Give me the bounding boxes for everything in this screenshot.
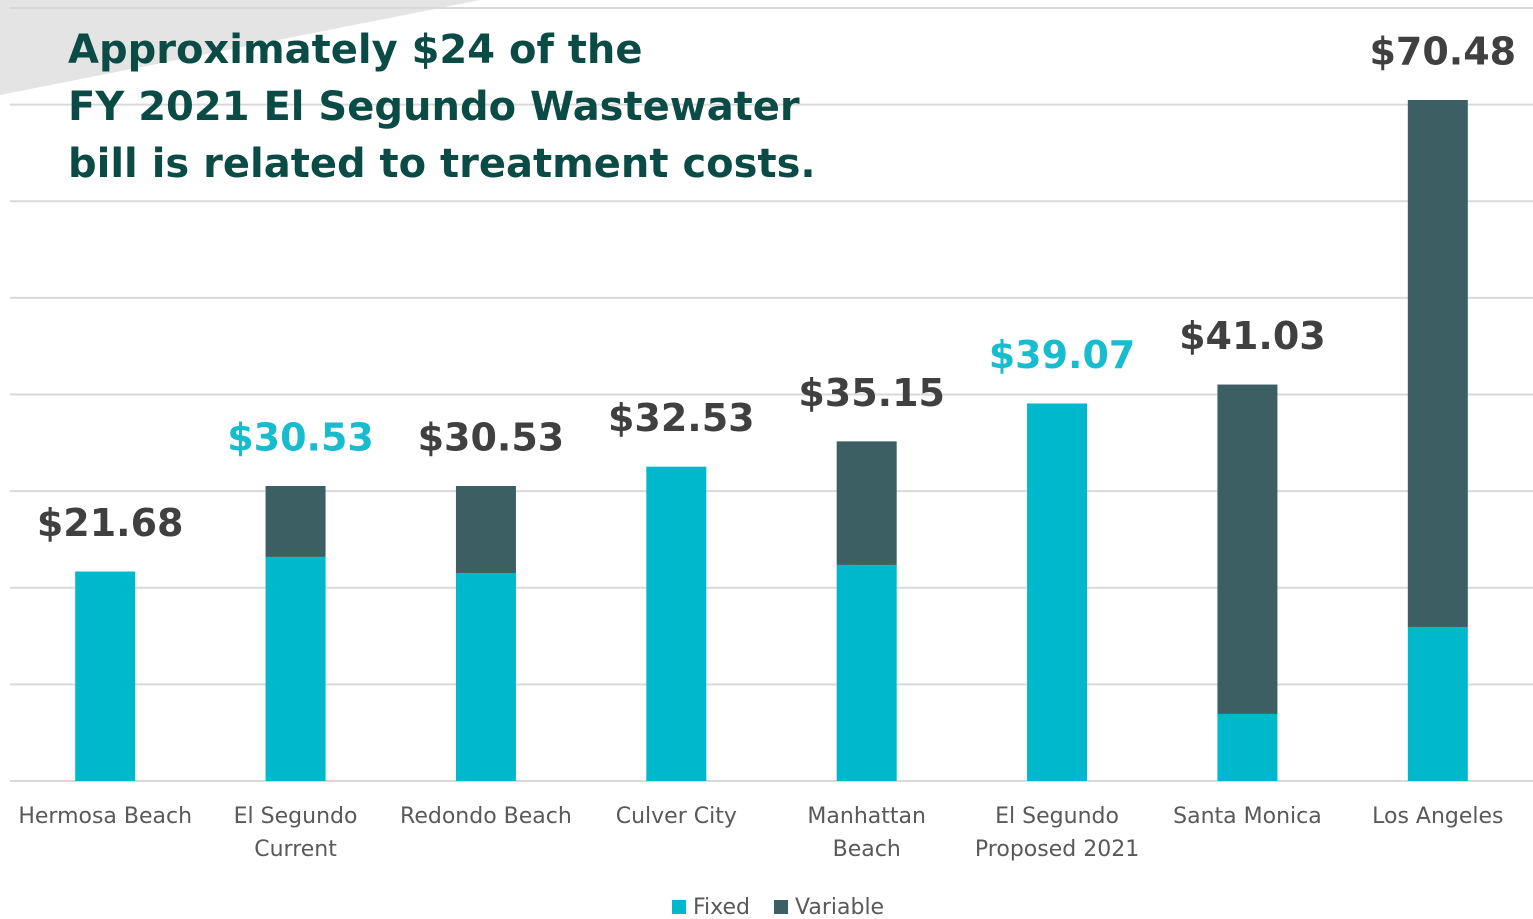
legend-swatch (672, 900, 686, 914)
x-tick-label-line: Culver City (616, 804, 737, 829)
bar-segment (265, 556, 326, 781)
x-tick-label: El Segundo Proposed 2021 (975, 804, 1139, 862)
x-tick-label-line: Redondo Beach (400, 804, 572, 829)
total-label: $30.53 (418, 416, 565, 460)
x-tick-label: Culver City (616, 804, 737, 829)
bar-segment (1027, 403, 1088, 781)
bar-segment (646, 466, 707, 781)
x-tick-label: El Segundo Current (234, 804, 358, 862)
x-tick-label-line: Los Angeles (1372, 804, 1503, 829)
bar-segment (1217, 713, 1278, 781)
bar-segment (265, 486, 326, 557)
x-tick-label-line: Proposed 2021 (975, 837, 1139, 862)
chart-title: bill is related to treatment costs. (68, 141, 816, 187)
total-label: $35.15 (798, 371, 945, 415)
x-tick-label-line: Hermosa Beach (18, 804, 192, 829)
x-tick-label-line: El Segundo (234, 804, 358, 829)
x-tick-label: Redondo Beach (400, 804, 572, 829)
bar-segment (455, 486, 516, 573)
x-tick-label-line: Manhattan (807, 804, 926, 829)
chart-title: Approximately $24 of the (68, 27, 643, 73)
bar-segment (455, 572, 516, 781)
bar-segment (836, 441, 897, 565)
x-tick-label: Hermosa Beach (18, 804, 192, 829)
bar-segment (1407, 626, 1468, 781)
bar-segment (75, 571, 136, 781)
x-tick-label-line: Beach (833, 837, 901, 862)
bar-segment (1217, 384, 1278, 714)
x-tick-label-line: Santa Monica (1173, 804, 1322, 829)
bar-segment (1407, 99, 1468, 627)
x-tick-label: Los Angeles (1372, 804, 1503, 829)
x-tick-label-line: Current (254, 837, 337, 862)
chart-title: FY 2021 El Segundo Wastewater (68, 84, 800, 130)
x-tick-label: Santa Monica (1173, 804, 1322, 829)
total-label: $39.07 (989, 333, 1136, 377)
total-label: $21.68 (37, 501, 184, 545)
legend-label: Variable (795, 895, 884, 919)
legend-swatch (774, 900, 789, 914)
total-label: $32.53 (608, 396, 755, 440)
total-label: $41.03 (1179, 314, 1326, 358)
bar-segment (836, 564, 897, 781)
decoration (0, 0, 480, 95)
x-tick-label-line: El Segundo (995, 804, 1119, 829)
x-tick-label: Manhattan Beach (807, 804, 926, 862)
legend-label: Fixed (693, 895, 750, 919)
total-label: $70.48 (1369, 29, 1516, 73)
total-label: $30.53 (227, 416, 374, 460)
